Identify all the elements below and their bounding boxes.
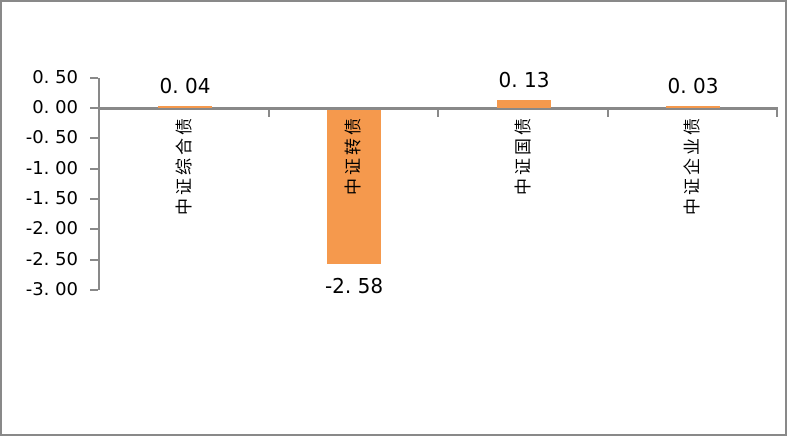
y-tick-label: -0. 50 [25,127,78,148]
y-axis-tick [90,77,98,79]
y-tick-label: 0. 50 [32,67,78,88]
y-tick-label: -3. 00 [25,279,78,300]
y-tick-label: -2. 50 [25,249,78,270]
y-axis-tick [90,137,98,139]
y-axis-tick [90,228,98,230]
x-axis-tick [776,110,778,117]
y-axis-tick [90,198,98,200]
x-axis-tick [268,110,270,117]
y-tick-label: -1. 00 [25,158,78,179]
y-axis-tick [90,107,98,109]
category-label: 中证转债 [344,115,364,195]
category-label: 中证综合债 [175,115,195,215]
y-axis-tick [90,289,98,291]
bar-value-label: 0. 13 [498,68,550,92]
bar [158,106,212,108]
y-tick-label: -1. 50 [25,188,78,209]
y-axis-tick [90,259,98,261]
bar-value-label: 0. 03 [667,74,719,98]
x-axis-tick [437,110,439,117]
bar [666,106,720,108]
y-tick-label: 0. 00 [32,97,78,118]
bar-value-label: -2. 58 [324,274,384,298]
category-label: 中证国债 [514,115,534,195]
category-label: 中证企业债 [683,115,703,215]
bar [327,110,381,264]
bar-value-label: 0. 04 [159,74,211,98]
x-axis-line [98,107,778,110]
y-axis-tick [90,168,98,170]
x-axis-tick [607,110,609,117]
y-axis-line [98,78,100,290]
bar [497,100,551,108]
y-tick-label: -2. 00 [25,218,78,239]
